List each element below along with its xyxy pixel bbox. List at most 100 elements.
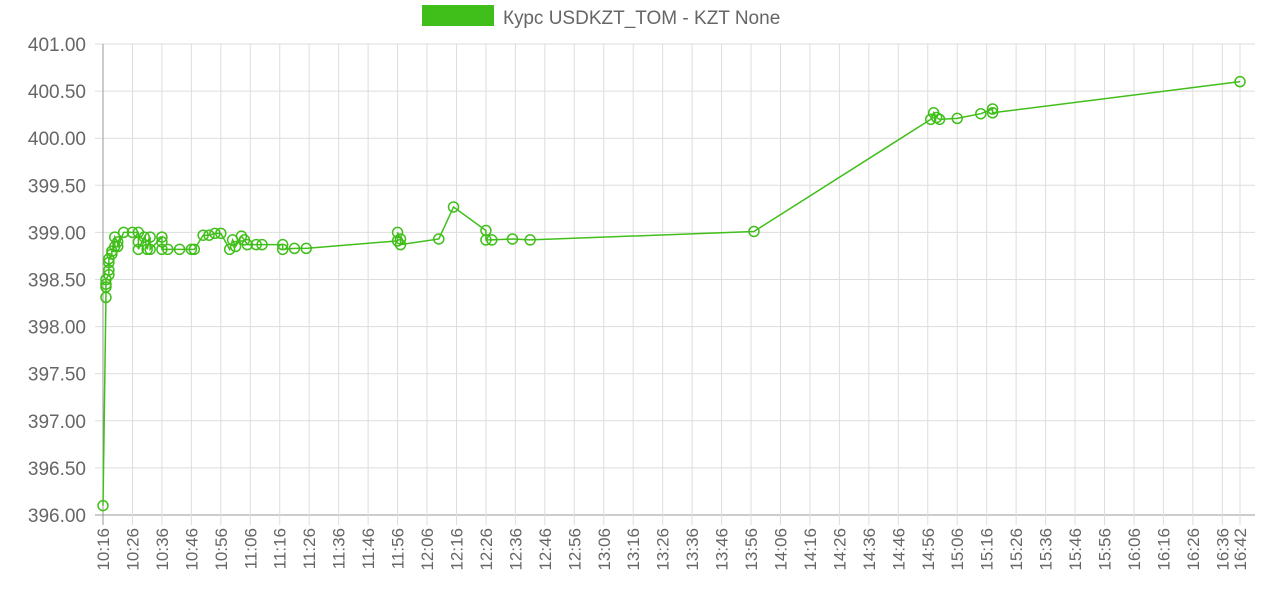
point: [111, 240, 124, 253]
x-tick-label: 10:16: [94, 528, 113, 571]
point: [97, 499, 109, 512]
point: [1234, 75, 1246, 88]
y-tick-label: 398.00: [28, 318, 86, 339]
x-tick-label: 11:26: [300, 528, 319, 569]
x-tick-label: 11:46: [359, 528, 378, 569]
x-tick-label: 13:16: [624, 528, 643, 571]
x-tick-label: 15:36: [1037, 528, 1056, 571]
point: [951, 112, 963, 125]
x-tick-label: 12:56: [565, 528, 584, 571]
point: [162, 243, 174, 256]
x-tick-label: 16:26: [1184, 528, 1203, 571]
y-tick-label: 399.50: [28, 176, 86, 197]
legend-swatch: [422, 5, 494, 26]
line: [102, 80, 1241, 506]
point: [433, 233, 445, 245]
point: [132, 243, 145, 256]
point: [524, 234, 536, 246]
x-tick-label: 13:46: [713, 528, 732, 571]
point: [117, 226, 130, 239]
point: [748, 225, 760, 238]
point: [144, 231, 156, 243]
x-tick-label: 11:06: [241, 528, 260, 569]
x-tick-label: 16:42: [1231, 528, 1250, 571]
x-tick-label: 14:56: [919, 528, 938, 571]
point: [229, 240, 242, 253]
x-tick-label: 11:36: [330, 528, 349, 569]
point: [141, 243, 153, 256]
y-tick-label: 397.50: [28, 365, 86, 386]
point: [975, 107, 987, 120]
x-tick-label: 10:56: [212, 528, 231, 571]
x-tick-label: 10:36: [153, 528, 172, 571]
point: [276, 238, 289, 251]
x-tick-label: 16:36: [1213, 528, 1232, 571]
point: [506, 233, 519, 245]
x-tick-label: 12:26: [477, 528, 496, 571]
x-tick-label: 15:46: [1066, 528, 1085, 571]
y-tick-label: 399.00: [28, 223, 86, 244]
point: [933, 113, 946, 126]
point: [126, 226, 139, 239]
point: [156, 243, 168, 256]
point: [185, 243, 198, 256]
x-tick-label: 14:16: [801, 528, 820, 571]
point: [144, 243, 156, 256]
y-tick-label: 400.00: [28, 129, 86, 150]
point: [391, 226, 404, 239]
point: [156, 236, 168, 248]
point: [197, 229, 209, 241]
y-tick-label: 396.00: [28, 506, 86, 527]
point: [173, 243, 186, 256]
point: [256, 238, 268, 251]
y-tick-label: 396.50: [28, 459, 86, 480]
point: [300, 242, 312, 255]
x-tick-label: 12:36: [506, 528, 525, 571]
y-tick-label: 397.00: [28, 412, 86, 433]
y-tick-label: 401.00: [28, 35, 86, 56]
point: [103, 269, 115, 281]
x-tick-label: 13:36: [683, 528, 702, 571]
point: [486, 234, 498, 246]
point: [156, 231, 168, 243]
point: [394, 233, 407, 245]
x-tick-label: 15:16: [978, 528, 997, 571]
point: [924, 113, 937, 126]
x-tick-label: 14:06: [771, 528, 790, 571]
point: [241, 238, 254, 251]
point: [203, 229, 215, 241]
y-tick-label: 400.50: [28, 82, 86, 103]
point: [986, 107, 999, 119]
x-tick-label: 12:06: [418, 528, 437, 571]
x-tick-label: 10:26: [123, 528, 142, 571]
x-tick-label: 14:46: [889, 528, 908, 571]
x-tick-label: 16:06: [1125, 528, 1144, 571]
point: [447, 201, 460, 213]
point: [394, 238, 407, 251]
legend-label: Курс USDKZT_TOM - KZT None: [503, 8, 780, 29]
x-tick-label: 15:06: [948, 528, 967, 571]
x-tick-label: 11:56: [389, 528, 408, 569]
point: [138, 231, 150, 243]
x-tick-label: 13:26: [654, 528, 673, 571]
x-tick-label: 15:26: [1007, 528, 1026, 571]
x-tick-label: 14:26: [830, 528, 849, 571]
point: [215, 227, 227, 240]
x-tick-label: 15:56: [1096, 528, 1115, 571]
point: [188, 243, 201, 256]
point: [103, 264, 115, 276]
point: [986, 103, 999, 115]
point: [276, 243, 289, 256]
x-tick-label: 14:36: [860, 528, 879, 571]
point: [250, 238, 262, 251]
x-tick-label: 13:56: [742, 528, 761, 571]
point: [111, 236, 124, 248]
point: [209, 227, 221, 240]
x-tick-label: 10:46: [182, 528, 201, 571]
x-tick-label: 16:16: [1154, 528, 1173, 571]
x-tick-label: 13:06: [595, 528, 614, 571]
y-tick-label: 398.50: [28, 271, 86, 292]
point: [288, 242, 301, 255]
x-tick-label: 12:16: [447, 528, 466, 571]
